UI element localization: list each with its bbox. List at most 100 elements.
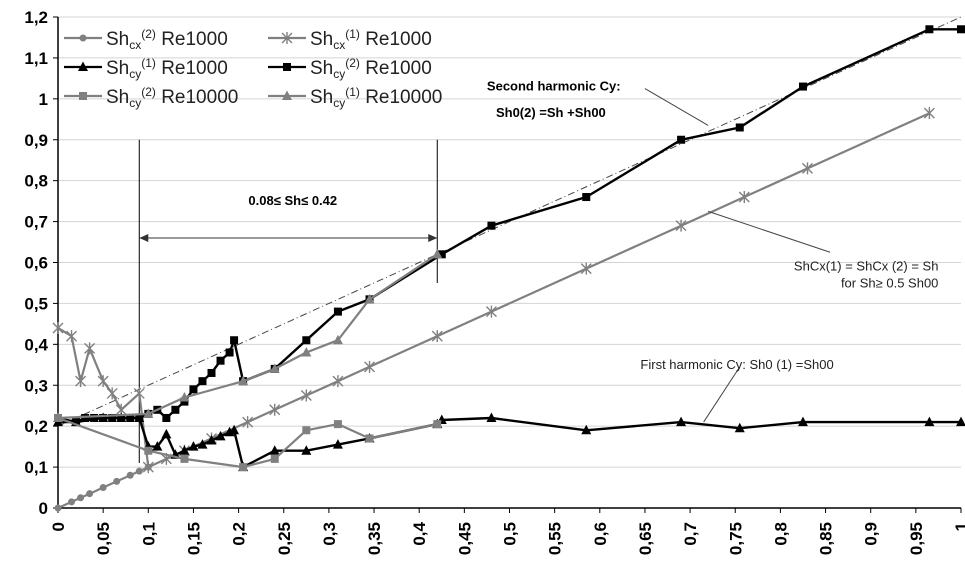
x-tick-label: 0,85 bbox=[817, 522, 836, 555]
y-tick-label: 0,3 bbox=[24, 376, 48, 395]
x-tick-label: 0,6 bbox=[591, 522, 610, 546]
legend-label-sub: cy bbox=[129, 67, 141, 81]
legend-label: Shcx(2) Re1000 bbox=[106, 27, 228, 52]
legend-label-main: Sh bbox=[310, 29, 333, 50]
data-point-triangle bbox=[53, 412, 63, 422]
legend-label-sup: (2) bbox=[141, 85, 156, 99]
data-point-triangle bbox=[432, 248, 443, 259]
y-tick-label: 0,4 bbox=[24, 335, 48, 354]
y-tick-label: 1,1 bbox=[24, 49, 48, 68]
data-point-triangle bbox=[179, 392, 190, 402]
data-point-star bbox=[281, 32, 293, 44]
legend-label-sup: (1) bbox=[141, 56, 156, 70]
legend-label: Shcy(2) Re10000 bbox=[106, 85, 238, 110]
data-point-square bbox=[180, 397, 189, 406]
y-tick-label: 0 bbox=[39, 499, 48, 518]
x-tick-label: 0,2 bbox=[230, 522, 249, 546]
data-point-triangle bbox=[143, 408, 154, 418]
x-tick-label: 0,75 bbox=[726, 522, 745, 555]
series-triangle-sh-cy-1-re10000 bbox=[53, 248, 443, 422]
data-point-square bbox=[117, 413, 126, 422]
data-point-square bbox=[126, 413, 135, 422]
legend-label-rest: Re1000 bbox=[156, 29, 228, 50]
y-tick-label: 0,8 bbox=[24, 172, 48, 191]
data-point-square bbox=[72, 418, 81, 427]
x-tick-label: 0,95 bbox=[907, 522, 926, 555]
data-point-star bbox=[738, 191, 750, 204]
x-tick-label: 0,45 bbox=[455, 522, 474, 555]
legend-label-sup: (1) bbox=[345, 27, 360, 41]
data-point-square bbox=[735, 123, 744, 132]
annotation-leader bbox=[703, 366, 741, 423]
data-point-triangle bbox=[676, 416, 687, 427]
data-point-square bbox=[225, 348, 234, 357]
data-point-star bbox=[106, 387, 118, 400]
data-point-triangle bbox=[152, 441, 163, 451]
legend-label-sub: cx bbox=[333, 38, 345, 52]
data-point-square bbox=[108, 413, 117, 422]
annotation-text: for Sh≥ 0.5 Sh00 bbox=[841, 276, 938, 291]
annotation-2: ShCx(1) = ShCx (2) = Sh for Sh≥ 0.5 Sh00 bbox=[708, 210, 939, 291]
x-tick-labels: 0 0,05 0,1 0,15 0,2 0,25 0,3 0,35 0,4 0,45 0,5 0,55… bbox=[49, 521, 965, 555]
data-point-star bbox=[52, 321, 64, 334]
data-point-circle bbox=[54, 504, 62, 512]
legend-entry: Shcx(2) Re1000 bbox=[64, 27, 228, 52]
data-point-square bbox=[437, 250, 446, 259]
data-point-triangle bbox=[486, 412, 497, 422]
data-point-square bbox=[487, 221, 496, 230]
data-point-star bbox=[97, 375, 109, 388]
data-point-triangle bbox=[215, 430, 226, 441]
annotation-leader bbox=[644, 88, 709, 126]
data-point-square bbox=[81, 413, 90, 422]
data-point-triangle bbox=[282, 90, 292, 100]
x-tick-label: 0 bbox=[49, 522, 68, 531]
x-tick-label: 0,35 bbox=[365, 522, 384, 555]
y-tick-label: 1,2 bbox=[24, 8, 48, 27]
data-point-star bbox=[332, 375, 344, 388]
range-arrow-head-right bbox=[428, 233, 438, 242]
data-point-square bbox=[198, 377, 207, 386]
annotation-text: ShCx(1) = ShCx (2) = Sh bbox=[794, 259, 939, 274]
legend-label-main: Sh bbox=[106, 29, 129, 50]
data-point-square bbox=[333, 420, 342, 429]
data-point-square bbox=[433, 420, 442, 429]
reference-lines: 0.08≤ Sh≤ 0.42 bbox=[57, 16, 962, 463]
data-point-square bbox=[99, 413, 108, 422]
legend-label-sub: cy bbox=[333, 67, 345, 81]
x-tick-label: 0,3 bbox=[320, 522, 339, 546]
annotation-leader bbox=[708, 210, 831, 253]
legend-label-main: Sh bbox=[310, 87, 333, 108]
data-point-triangle bbox=[301, 445, 312, 455]
data-point-circle bbox=[113, 477, 121, 485]
y-tick-label: 0,9 bbox=[24, 131, 48, 150]
legend-label-sub: cy bbox=[333, 96, 345, 110]
gridlines bbox=[58, 16, 961, 468]
data-point-square bbox=[302, 426, 311, 435]
annotation-text: Sh0(2) =Sh +Sh00 bbox=[496, 105, 606, 120]
legend-label-rest: Re10000 bbox=[360, 87, 442, 108]
data-point-star bbox=[580, 262, 592, 275]
data-point-square bbox=[79, 92, 87, 100]
range-arrow-label: 0.08≤ Sh≤ 0.42 bbox=[248, 193, 337, 208]
data-point-star bbox=[300, 389, 312, 402]
data-point-star bbox=[66, 330, 78, 343]
legend-label-main: Sh bbox=[310, 58, 333, 79]
x-tick-label: 0,65 bbox=[636, 522, 655, 555]
data-point-square bbox=[162, 413, 171, 422]
legend-entry: Shcy(2) Re10000 bbox=[64, 85, 238, 110]
y-tick-label: 0,2 bbox=[24, 417, 48, 436]
data-point-square bbox=[365, 434, 374, 443]
reference-line-dash-dot bbox=[57, 16, 962, 427]
y-tick-label: 0,6 bbox=[24, 254, 48, 273]
data-point-square bbox=[302, 336, 311, 345]
data-point-square bbox=[189, 385, 198, 394]
legend-label-sub: cy bbox=[129, 96, 141, 110]
annotation-text: First harmonic Cy: Sh0 (1) =Sh00 bbox=[640, 357, 833, 372]
data-point-star bbox=[485, 305, 497, 318]
annotation-1: Sh0(2) =Sh +Sh00 bbox=[496, 105, 606, 120]
legend-label-sup: (2) bbox=[141, 27, 156, 41]
annotations: Second harmonic Cy: Sh0(2) =Sh +Sh00 ShCx(… bbox=[487, 79, 939, 423]
data-point-square bbox=[283, 63, 291, 71]
